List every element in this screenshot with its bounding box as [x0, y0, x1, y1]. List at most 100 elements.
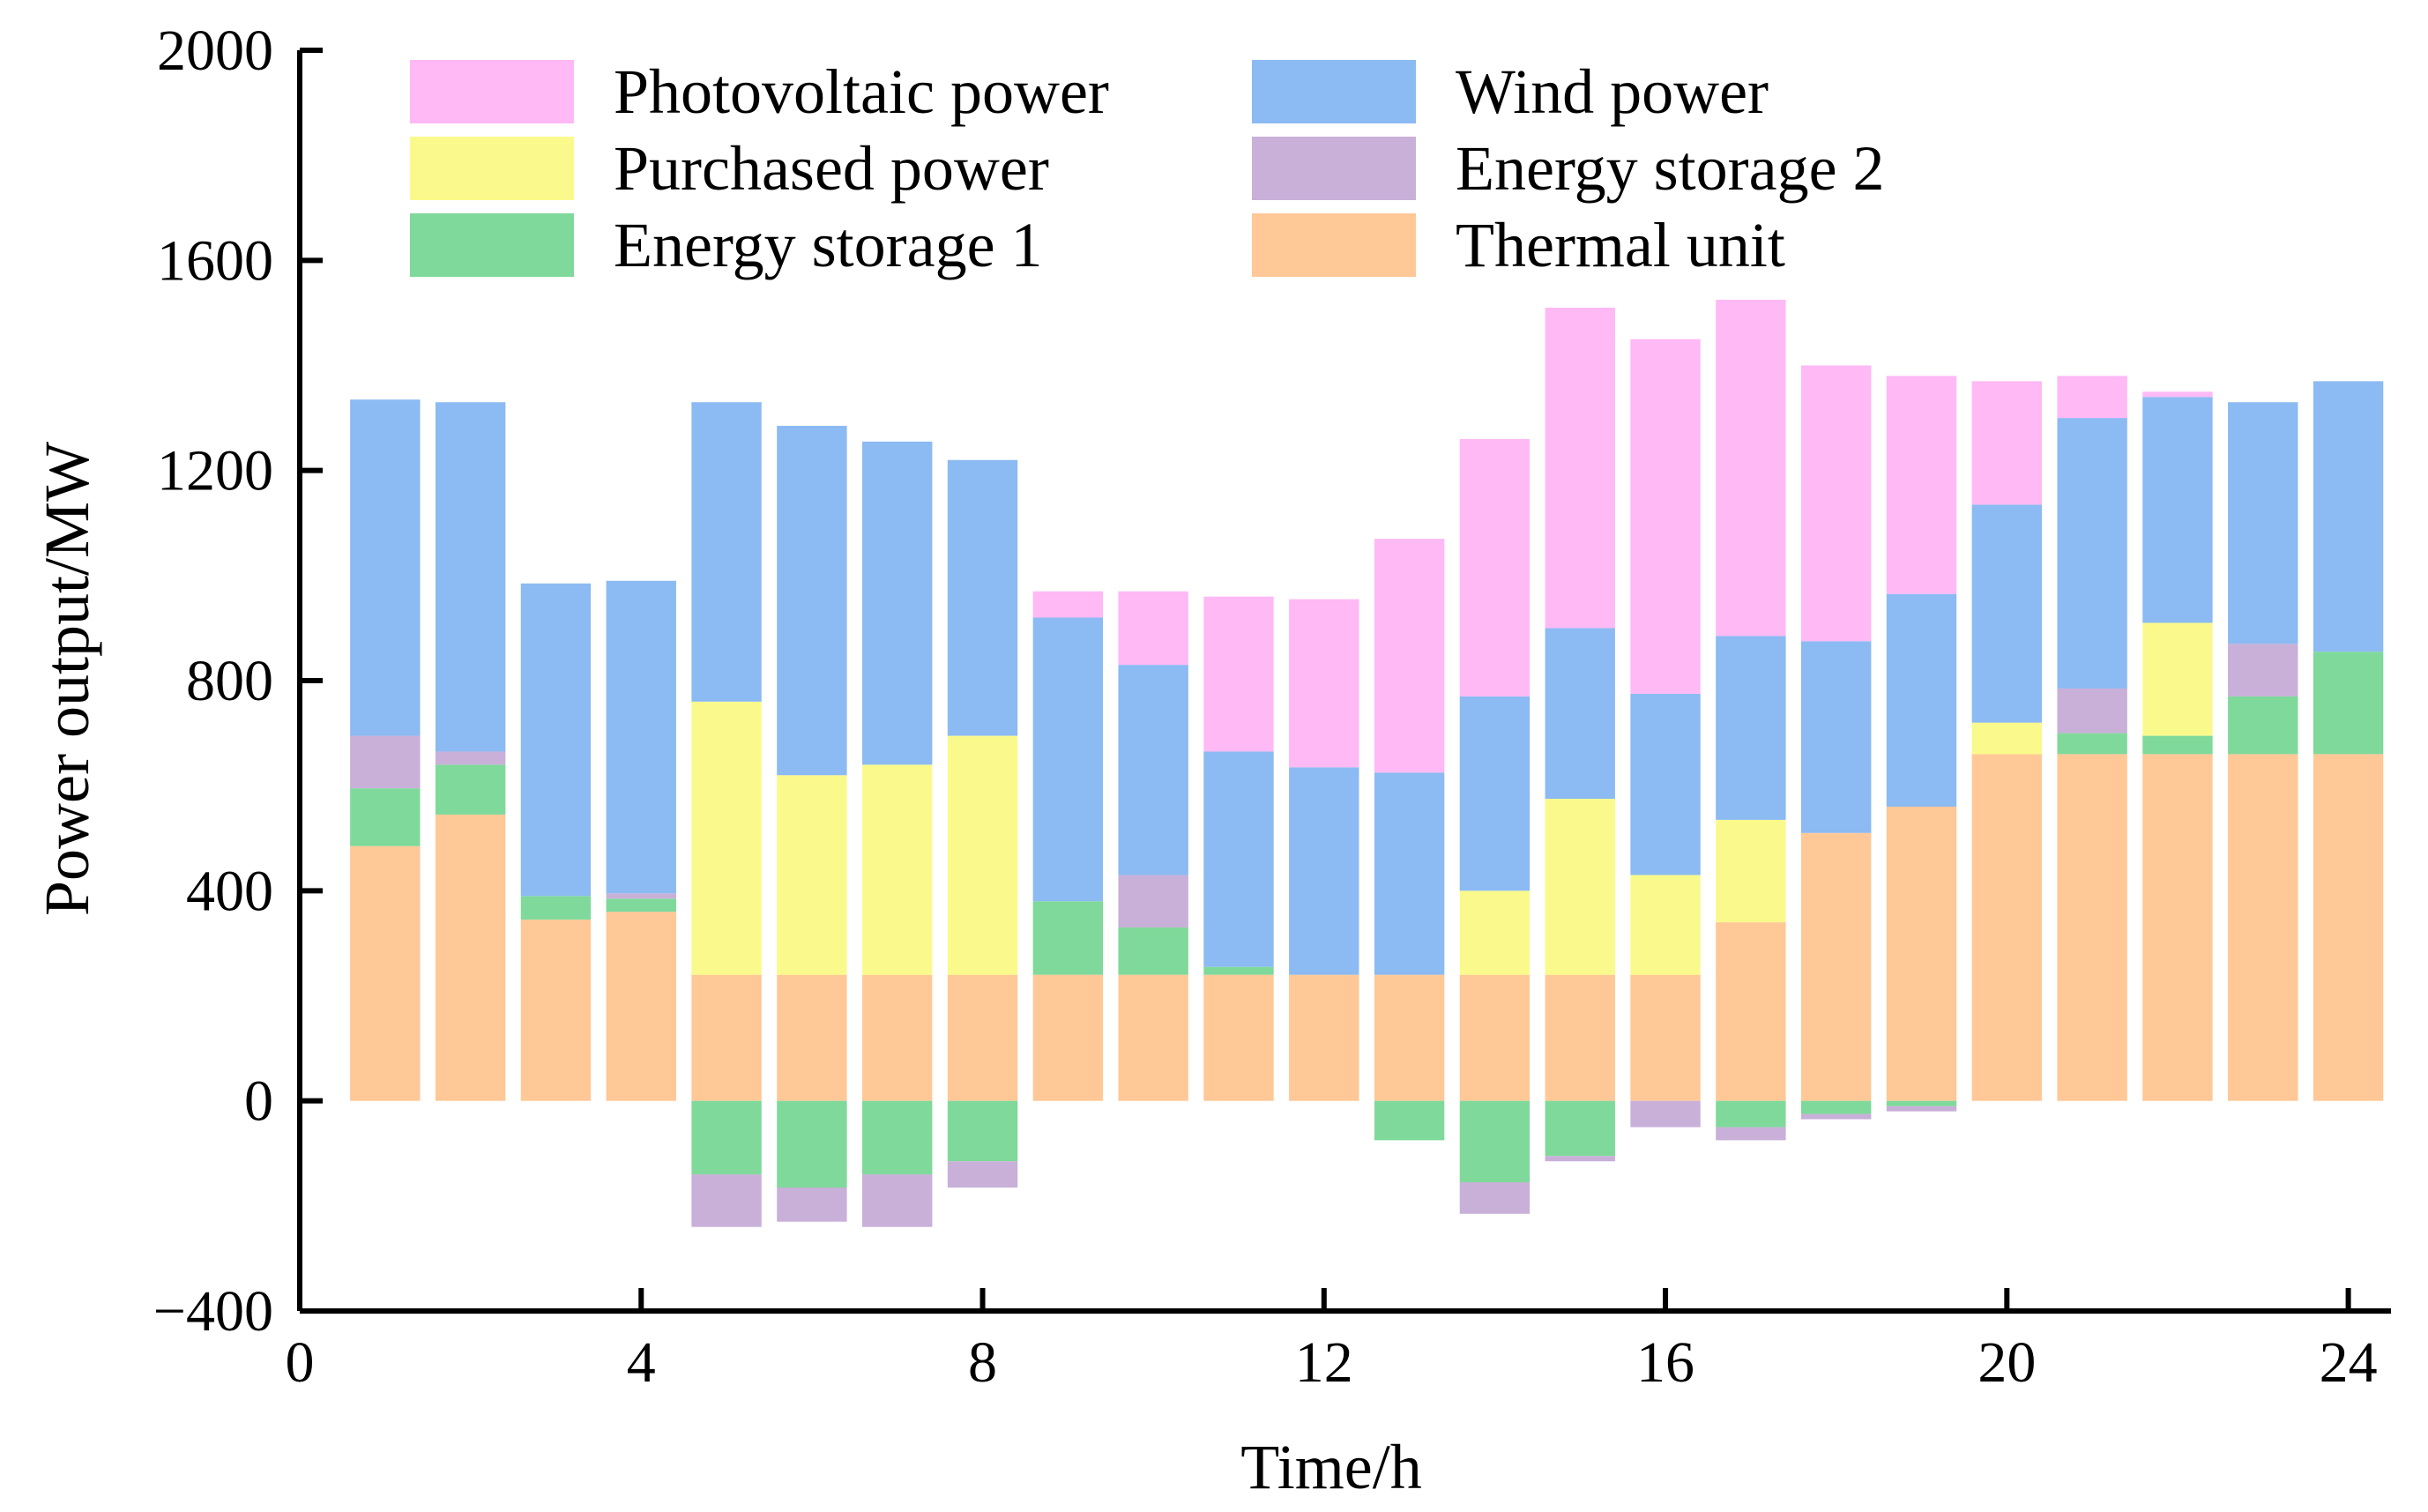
- bar-thermal-unit-h13: [1374, 974, 1445, 1101]
- legend-label-energy-storage-2: Energy storage 2: [1456, 133, 1885, 204]
- bar-wind-power-h17: [1716, 636, 1786, 820]
- x-tick-label: 0: [286, 1330, 315, 1395]
- x-tick-label: 20: [1977, 1330, 2036, 1395]
- legend-label-purchased-power: Purchased power: [614, 133, 1049, 204]
- x-tick-label: 24: [2320, 1330, 2378, 1395]
- bar-thermal-unit-h7: [862, 974, 933, 1101]
- bar-wind-power-h4: [606, 580, 676, 894]
- bar-energy-storage-2-h4: [606, 893, 676, 899]
- y-tick-label: 0: [244, 1069, 273, 1134]
- bar-photovoltaic-power-h16: [1630, 339, 1701, 694]
- x-tick-label: 16: [1636, 1330, 1694, 1395]
- bar-energy-storage-1-h13: [1374, 1100, 1445, 1141]
- bar-energy-storage-2-h6: [777, 1187, 847, 1222]
- bar-photovoltaic-power-h10: [1118, 591, 1188, 666]
- bar-energy-storage-1-h17: [1716, 1100, 1786, 1128]
- bar-energy-storage-1-h22: [2142, 735, 2213, 755]
- bar-wind-power-h19: [1886, 593, 1957, 807]
- bar-thermal-unit-h8: [947, 974, 1018, 1101]
- bar-purchased-power-h17: [1716, 819, 1786, 923]
- bar-thermal-unit-h21: [2057, 754, 2127, 1101]
- legend-swatch-purchased-power: [410, 137, 574, 200]
- bar-wind-power-h9: [1032, 617, 1104, 902]
- bar-photovoltaic-power-h22: [2142, 391, 2213, 398]
- bar-photovoltaic-power-h21: [2057, 376, 2127, 419]
- bar-thermal-unit-h22: [2142, 754, 2213, 1101]
- bar-energy-storage-2-h15: [1545, 1156, 1615, 1162]
- bar-wind-power-h16: [1630, 693, 1701, 875]
- bar-energy-storage-2-h5: [691, 1174, 762, 1227]
- bar-energy-storage-1-h18: [1800, 1100, 1872, 1114]
- bar-energy-storage-2-h8: [947, 1161, 1018, 1188]
- bar-wind-power-h21: [2057, 418, 2127, 689]
- bar-thermal-unit-h23: [2228, 754, 2298, 1101]
- bar-wind-power-h12: [1289, 767, 1359, 975]
- bar-energy-storage-2-h23: [2228, 644, 2298, 696]
- y-axis-label: Power output/MW: [32, 442, 102, 916]
- legend-label-energy-storage-1: Energy storage 1: [614, 210, 1043, 280]
- bar-energy-storage-1-h19: [1886, 1100, 1957, 1106]
- bar-thermal-unit-h12: [1289, 974, 1359, 1101]
- bar-wind-power-h8: [947, 459, 1018, 736]
- legend: Photovoltaic power Wind power Purchased po…: [410, 56, 1885, 280]
- bar-thermal-unit-h16: [1630, 974, 1701, 1101]
- bar-energy-storage-1-h24: [2313, 652, 2384, 755]
- bar-purchased-power-h22: [2142, 622, 2213, 736]
- bar-energy-storage-1-h4: [606, 898, 676, 912]
- y-tick-label: 1600: [157, 228, 273, 293]
- bar-thermal-unit-h10: [1118, 974, 1188, 1101]
- bar-wind-power-h18: [1800, 641, 1872, 833]
- legend-label-thermal-unit: Thermal unit: [1456, 210, 1785, 280]
- bar-photovoltaic-power-h20: [1971, 381, 2043, 505]
- bar-energy-storage-1-h15: [1545, 1100, 1615, 1157]
- bar-wind-power-h3: [520, 583, 592, 897]
- bar-thermal-unit-h3: [520, 920, 592, 1101]
- bar-photovoltaic-power-h13: [1374, 539, 1445, 773]
- legend-label-wind-power: Wind power: [1456, 56, 1769, 127]
- bar-purchased-power-h5: [691, 701, 762, 975]
- bar-thermal-unit-h20: [1971, 754, 2043, 1101]
- bar-wind-power-h2: [435, 402, 506, 752]
- bar-photovoltaic-power-h15: [1545, 307, 1615, 629]
- y-tick-label: 800: [186, 649, 273, 713]
- bar-thermal-unit-h15: [1545, 974, 1615, 1101]
- bar-thermal-unit-h17: [1716, 922, 1786, 1101]
- x-tick-label: 4: [627, 1330, 656, 1395]
- bar-wind-power-h11: [1203, 751, 1274, 967]
- bar-energy-storage-2-h10: [1118, 875, 1188, 928]
- bar-wind-power-h10: [1118, 665, 1188, 875]
- bar-wind-power-h6: [777, 426, 847, 776]
- bar-energy-storage-1-h11: [1203, 966, 1274, 975]
- bar-energy-storage-1-h14: [1459, 1100, 1531, 1183]
- x-axis-label: Time/h: [1240, 1432, 1421, 1502]
- bar-wind-power-h22: [2142, 397, 2213, 623]
- bar-energy-storage-2-h18: [1800, 1114, 1872, 1120]
- bar-purchased-power-h6: [777, 775, 847, 975]
- bar-photovoltaic-power-h9: [1032, 591, 1104, 618]
- bar-energy-storage-2-h16: [1630, 1100, 1701, 1128]
- bar-thermal-unit-h5: [691, 974, 762, 1101]
- bar-energy-storage-2-h14: [1459, 1182, 1531, 1214]
- bar-energy-storage-1-h10: [1118, 927, 1188, 975]
- y-tick-label: −400: [153, 1279, 273, 1344]
- legend-label-photovoltaic-power: Photovoltaic power: [614, 56, 1109, 127]
- bar-energy-storage-2-h2: [435, 751, 506, 765]
- y-tick-label: 2000: [157, 19, 273, 83]
- bar-thermal-unit-h6: [777, 974, 847, 1101]
- bar-photovoltaic-power-h17: [1716, 300, 1786, 637]
- bar-wind-power-h14: [1459, 696, 1531, 891]
- bar-energy-storage-1-h2: [435, 764, 506, 815]
- bar-energy-storage-1-h6: [777, 1100, 847, 1188]
- bar-wind-power-h7: [862, 441, 933, 765]
- bar-thermal-unit-h24: [2313, 754, 2384, 1101]
- bar-purchased-power-h15: [1545, 799, 1615, 975]
- bar-thermal-unit-h11: [1203, 974, 1274, 1101]
- bar-energy-storage-1-h5: [691, 1100, 762, 1175]
- bar-purchased-power-h20: [1971, 722, 2043, 755]
- x-tick-label: 8: [968, 1330, 997, 1395]
- bar-purchased-power-h7: [862, 764, 933, 975]
- bar-energy-storage-1-h3: [520, 896, 592, 920]
- legend-swatch-wind-power: [1252, 60, 1416, 123]
- x-tick-label: 12: [1295, 1330, 1353, 1395]
